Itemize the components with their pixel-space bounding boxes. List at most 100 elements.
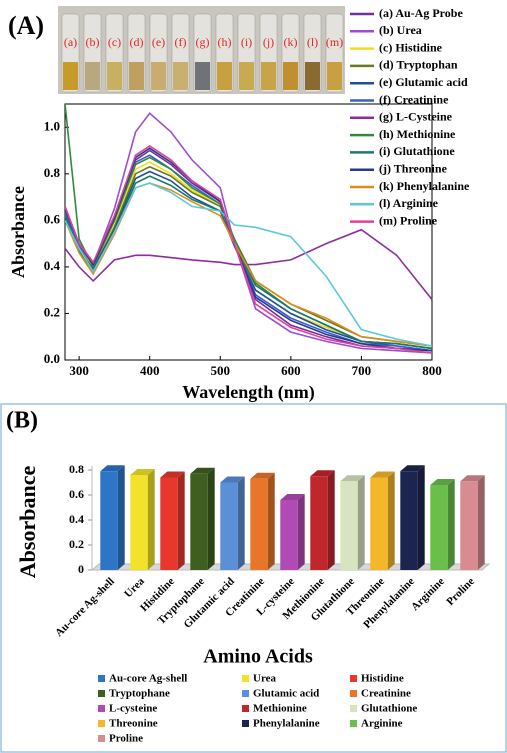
series-line [65,112,433,354]
bar [460,481,478,570]
bar-top [280,494,305,500]
legend-swatch [242,675,249,682]
x-tick-label: Au-core Ag-shell [53,575,117,639]
bar [430,485,448,570]
bar [160,477,178,570]
legend-swatch [350,690,357,697]
x-tick-label: 600 [281,363,301,378]
bar-top [100,465,125,472]
vial-label: (m) [326,35,343,49]
bar-side [447,479,455,570]
x-tick-label: Urea [122,575,147,600]
y-tick-label: 0.6 [69,487,84,501]
x-axis-label: Amino Acids [203,646,313,668]
bar-side [267,472,275,570]
legend-label: (d) Tryptophan [379,58,458,72]
vial-liquid [261,62,276,90]
legend-label: Threonine [109,718,158,730]
vial-liquid [173,62,188,90]
bar [100,471,118,570]
legend-swatch [98,735,105,742]
vial-label: (e) [152,35,165,49]
vial-liquid [195,62,210,90]
lines [65,104,433,354]
legend-label: Creatinine [361,688,411,700]
series-line [65,228,433,300]
vial-liquid [217,62,232,90]
x-tick-label: 700 [352,363,372,378]
panel-frame [0,403,507,753]
bar-side [177,471,185,570]
legend-swatch [98,690,105,697]
bar-side [387,471,395,570]
legend-swatch [98,705,105,712]
legend-label: Phenylalanine [253,718,320,730]
legend-label: L-cysteine [109,703,157,715]
y-tick-label: 0 [78,562,84,576]
legend-swatch [98,675,105,682]
bar-top [190,467,215,474]
vial-label: (l) [307,35,318,49]
vial-label: (a) [64,35,77,49]
legend-swatch [98,720,105,727]
vial-liquid [283,62,298,90]
vial-liquid [239,62,254,90]
legend-label: Tryptophane [109,688,170,700]
vial-label: (f) [175,35,187,49]
series-line [65,147,433,352]
legend-label: Histidine [361,673,404,685]
legend-label: (a) Au-Ag Probe [379,6,463,20]
legend-label: (l) Arginine [379,196,439,210]
y-tick-label: 0.6 [44,211,61,226]
legend-label: (i) Glutathione [379,144,455,158]
bar-side [477,475,485,570]
legend-swatch [350,675,357,682]
y-tick-label: 0.0 [44,351,60,366]
bar-side [237,476,245,570]
vial-label: (i) [241,35,252,49]
y-tick-label: 0.2 [44,304,60,319]
vial-label: (d) [130,35,144,49]
legend-label: (g) L-Cysteine [379,110,453,124]
bar-top [160,471,185,478]
vial-liquid [107,62,122,90]
series-line [65,182,433,347]
y-tick-label: 0.2 [69,537,84,551]
bar-top [460,475,485,482]
legend-swatch [242,690,249,697]
series-line [65,161,433,350]
bar [130,475,148,570]
legend-label: (c) Histidine [379,40,443,54]
vial-label: (k) [284,35,298,49]
y-tick-label: 0.4 [69,512,84,526]
plot-frame [64,103,433,361]
vial-label: (b) [86,35,100,49]
bar-top [250,472,275,479]
vial-liquid [327,62,342,90]
legend-label: Proline [109,733,143,745]
legend-label: Glutathione [361,703,417,715]
vial-label: (g) [196,35,210,49]
bar [400,471,418,570]
bar [220,482,238,570]
y-axis-label: Absorbance [8,186,28,278]
legend-swatch [242,705,249,712]
bar-side [207,467,215,570]
legend-label: (h) Methionine [379,127,456,141]
legend-swatch [350,705,357,712]
panel-b: (B) 0 0.2 0.4 0.6 0.8 Absorbance Au-core Ag-sh… [0,403,507,753]
y-axis-label: Absorbance [15,466,40,579]
vial-liquid [85,62,100,90]
legend-label: (f) Creatinine [379,92,449,106]
y-tick-label: 0.8 [44,165,61,180]
x-axis-label: Wavelength (nm) [182,382,315,403]
bar-top [310,470,335,477]
panel-title: (A) [8,11,44,40]
panel-a: (A) (a) (b) (c) (d) (e) (f) (g) (h) (i) (j) (k) (l)… [8,6,470,403]
legend-label: Urea [253,673,277,685]
vial-liquid [305,62,320,90]
vial-label: (j) [263,35,274,49]
bar [250,478,268,570]
bar-side [297,494,305,570]
legend-label: (e) Glutamic acid [379,75,468,89]
